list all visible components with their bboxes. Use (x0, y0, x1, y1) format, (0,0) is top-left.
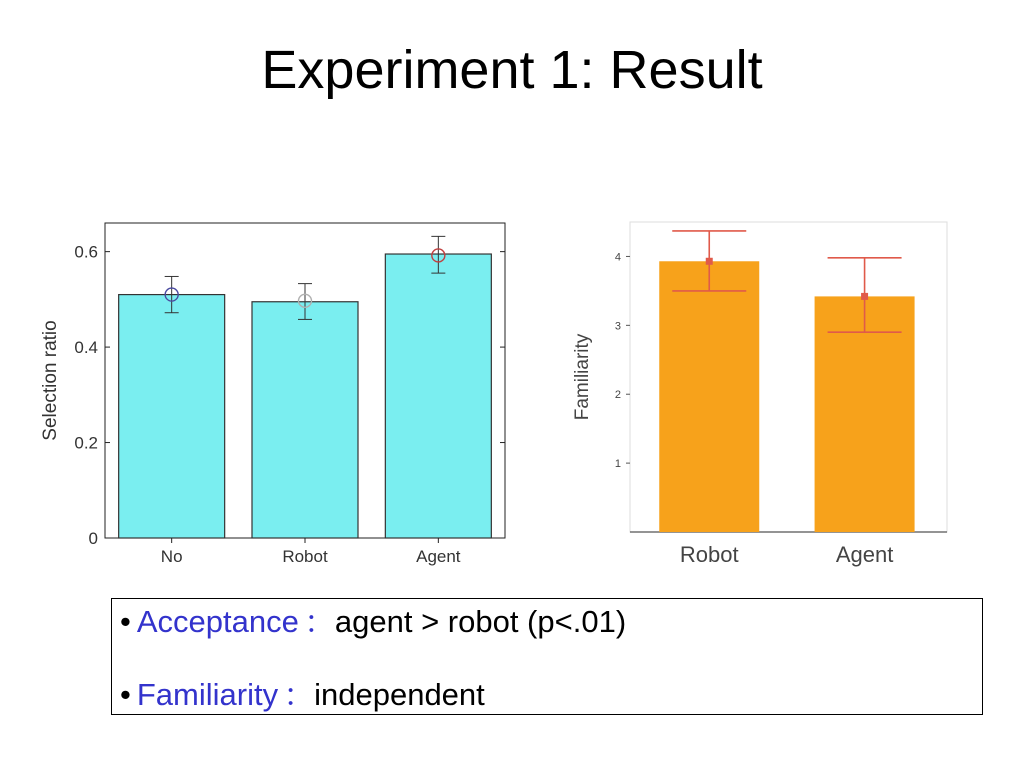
mean-marker (705, 257, 713, 265)
y-tick-label: 0 (89, 529, 98, 548)
summary-term: Familiarity (136, 677, 279, 712)
bullet-dot: • (120, 604, 131, 639)
y-tick-label: 1 (615, 458, 621, 470)
x-tick-label: Robot (680, 542, 739, 567)
summary-text: independent (314, 677, 485, 712)
y-tick-label: 2 (615, 389, 621, 401)
bar (814, 296, 915, 532)
mean-marker (297, 293, 313, 308)
summary-separator: ： (284, 681, 311, 711)
y-tick-label: 4 (615, 251, 621, 263)
summary-text: agent > robot (p<.01) (334, 604, 627, 639)
bullet-dot: • (120, 677, 131, 712)
selection-ratio-chart-svg: 0 0.2 0.4 0.6 Selection ratio No Robot Agent (40, 222, 506, 566)
x-tick-label: Robot (282, 547, 328, 566)
summary-term: Acceptance (136, 604, 299, 639)
slide-title: Experiment 1: Result (261, 40, 763, 100)
x-tick-label: Agent (836, 542, 894, 567)
mean-marker (431, 248, 446, 263)
y-axis-label: Selection ratio (40, 320, 61, 440)
summary-item-familiarity: • Familiarity： independent (120, 677, 485, 714)
familiarity-chart: 1 2 3 4 Familiarity Robot Agent (560, 210, 960, 580)
bar (118, 293, 226, 539)
familiarity-chart-svg: 1 2 3 4 Familiarity Robot Agent (572, 221, 948, 567)
y-axis-label: Familiarity (572, 333, 593, 420)
y-tick-label: 3 (615, 320, 621, 332)
y-tick-label: 0.2 (74, 434, 98, 453)
x-tick-label: Agent (416, 547, 461, 566)
summary-box: • Acceptance： agent > robot (p<.01) • Famil… (111, 598, 983, 715)
summary-item-acceptance: • Acceptance： agent > robot (p<.01) (120, 604, 626, 641)
mean-marker (861, 292, 869, 300)
y-tick-label: 0.6 (74, 243, 98, 262)
mean-marker (164, 287, 179, 302)
bar (251, 301, 359, 539)
x-tick-label: No (161, 547, 183, 566)
bar (384, 253, 492, 539)
selection-ratio-chart: 0 0.2 0.4 0.6 Selection ratio No Robot Agent (30, 210, 520, 580)
y-tick-label: 0.4 (74, 338, 98, 357)
summary-separator: ： (304, 608, 331, 638)
bar (659, 261, 760, 532)
